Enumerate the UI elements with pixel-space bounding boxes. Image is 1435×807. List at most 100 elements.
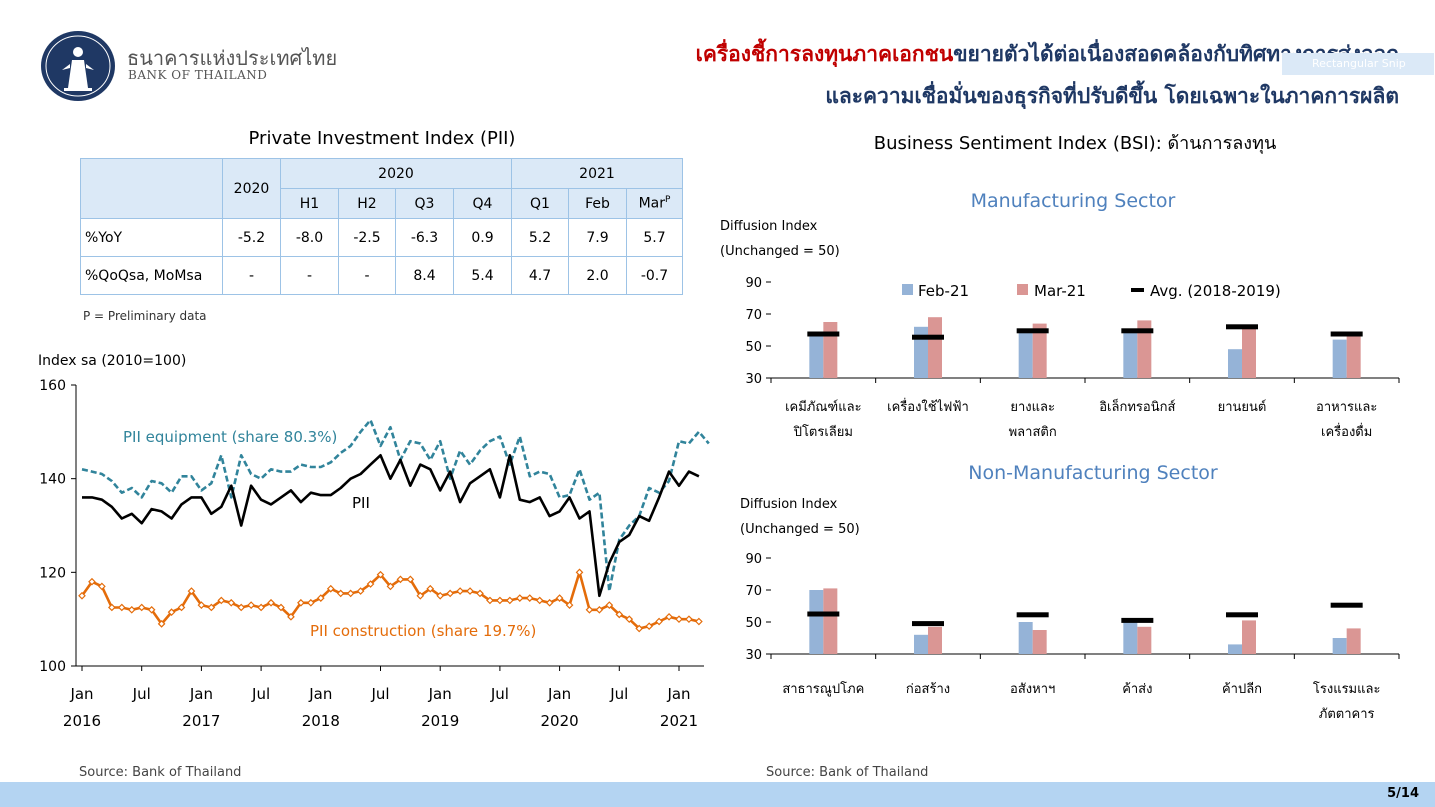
pii-x-year-label: 2016 xyxy=(63,712,101,730)
table-cell: -5.2 xyxy=(222,218,281,257)
bar-mar-21 xyxy=(1032,630,1047,654)
pii-x-tick-label: Jan xyxy=(308,685,332,703)
construction-marker xyxy=(346,589,355,598)
bsi-category-label: ค้าส่ง xyxy=(1122,682,1152,697)
construction-marker xyxy=(197,601,206,609)
non-manufacturing-plot: 30 50 70 90 สาธารณูปโภค ก่อสร้าง อสังหาฯ ค้าส่ง… xyxy=(745,552,1400,722)
construction-marker xyxy=(117,603,126,612)
construction-marker xyxy=(486,596,494,605)
pii-y-tick-label: 120 xyxy=(39,565,66,581)
table-header-feb: Feb xyxy=(568,188,627,219)
pii-y-tick-label: 160 xyxy=(39,378,66,394)
construction-marker xyxy=(207,603,216,612)
legend-swatch-avg xyxy=(1131,288,1144,292)
pii-x-tick-label: Jul xyxy=(370,685,389,703)
bsi-category-label: เครื่องดื่ม xyxy=(1321,423,1372,440)
bar-feb-21 xyxy=(1332,339,1347,378)
table-cell: - xyxy=(222,256,281,295)
legend-swatch-mar xyxy=(1017,284,1028,295)
bsi-category-label: เคมีภัณฑ์และ xyxy=(785,399,861,415)
construction-marker xyxy=(545,598,554,607)
bar-mar-21 xyxy=(1346,628,1361,654)
table-cell: -6.3 xyxy=(395,218,454,257)
construction-marker xyxy=(496,596,504,605)
avg-2018-2019-marker xyxy=(807,611,840,617)
bar-mar-21 xyxy=(823,588,838,654)
table-header-group-2021: 2021 xyxy=(511,158,683,189)
bar-mar-21 xyxy=(1137,626,1152,654)
construction-marker xyxy=(506,596,514,605)
construction-marker xyxy=(466,587,474,595)
table-header-q3: Q3 xyxy=(395,188,454,219)
construction-marker xyxy=(78,591,86,600)
construction-marker xyxy=(655,617,663,626)
bsi-y-tick-label: 90 xyxy=(745,276,762,291)
table-cell: - xyxy=(280,256,339,295)
table-header-2020-year: 2020 xyxy=(222,158,281,219)
annotation-pii-equipment: PII equipment (share 80.3%) xyxy=(123,428,337,446)
pii-x-year-label: 2017 xyxy=(182,712,220,730)
series-line-1 xyxy=(82,454,700,598)
avg-2018-2019-marker xyxy=(912,334,944,340)
pii-x-year-label: 2020 xyxy=(541,712,579,730)
bank-name-english: BANK OF THAILAND xyxy=(128,68,268,82)
construction-marker xyxy=(307,598,315,607)
page-number: 5/14 xyxy=(1387,786,1419,801)
bsi-y-tick-label: 50 xyxy=(745,616,762,631)
row-label-yoy: %YoY xyxy=(80,218,223,257)
snip-badge[interactable]: Rectangular Snip xyxy=(1282,53,1434,75)
construction-marker xyxy=(426,584,435,593)
avg-2018-2019-marker xyxy=(1016,328,1049,334)
bsi-category-label: โรงแรมและ xyxy=(1313,681,1381,697)
construction-marker xyxy=(635,624,644,633)
pii-y-tick-label: 100 xyxy=(39,659,66,675)
table-header-q4: Q4 xyxy=(453,188,512,219)
bar-feb-21 xyxy=(1228,349,1242,378)
construction-marker xyxy=(515,594,524,602)
mar-preliminary-mark: P xyxy=(664,195,671,206)
bsi-category-label: อาหารและ xyxy=(1316,400,1377,415)
construction-marker xyxy=(237,603,246,612)
table-cell: 5.4 xyxy=(453,256,512,295)
table-row: %QoQsa, MoMsa - - - 8.4 5.4 4.7 2.0 -0.7 xyxy=(80,256,683,295)
non-manufacturing-ylabel-2: (Unchanged = 50) xyxy=(740,522,860,537)
pii-x-tick-label: Jul xyxy=(609,685,628,703)
pii-x-tick-label: Jan xyxy=(547,685,571,703)
avg-2018-2019-marker xyxy=(1121,617,1154,623)
construction-marker xyxy=(287,612,295,621)
bar-feb-21 xyxy=(1018,622,1033,654)
legend-avg: Avg. (2018-2019) xyxy=(1150,282,1281,300)
bar-feb-21 xyxy=(809,590,824,654)
construction-marker xyxy=(187,587,196,595)
construction-marker xyxy=(476,589,484,598)
construction-marker xyxy=(585,605,594,614)
construction-marker xyxy=(98,582,106,591)
bsi-manufacturing-chart: Manufacturing Sector Diffusion Index (Un… xyxy=(720,190,1400,440)
bank-of-thailand-logo xyxy=(41,31,115,101)
construction-marker xyxy=(376,570,385,579)
manufacturing-title: Manufacturing Sector xyxy=(971,190,1176,212)
construction-marker xyxy=(446,589,454,598)
bar-mar-21 xyxy=(1242,328,1256,378)
table-cell: - xyxy=(338,256,396,295)
bsi-category-label: ยางและ xyxy=(1010,400,1055,415)
construction-marker xyxy=(217,596,226,605)
avg-2018-2019-marker xyxy=(807,331,840,337)
legend-swatch-feb xyxy=(902,284,913,295)
avg-2018-2019-marker xyxy=(1121,328,1154,334)
annotation-pii-construction: PII construction (share 19.7%) xyxy=(310,622,536,640)
pii-y-tick-label: 140 xyxy=(39,472,66,488)
bsi-category-label: พลาสติก xyxy=(1009,425,1057,440)
construction-marker xyxy=(565,601,574,609)
construction-marker xyxy=(257,603,265,612)
legend-feb: Feb-21 xyxy=(918,282,969,300)
table-cell: 4.7 xyxy=(511,256,569,295)
construction-marker xyxy=(645,622,653,631)
construction-marker xyxy=(177,603,186,612)
pii-x-year-label: 2019 xyxy=(421,712,459,730)
table-cell: 7.9 xyxy=(568,218,627,257)
pii-x-tick-label: Jul xyxy=(132,685,151,703)
construction-marker xyxy=(595,605,604,614)
pii-line-chart: Index sa (2010=100) 100 120 140 160 Jan Jul Ja… xyxy=(38,353,710,730)
pii-series xyxy=(78,418,710,633)
